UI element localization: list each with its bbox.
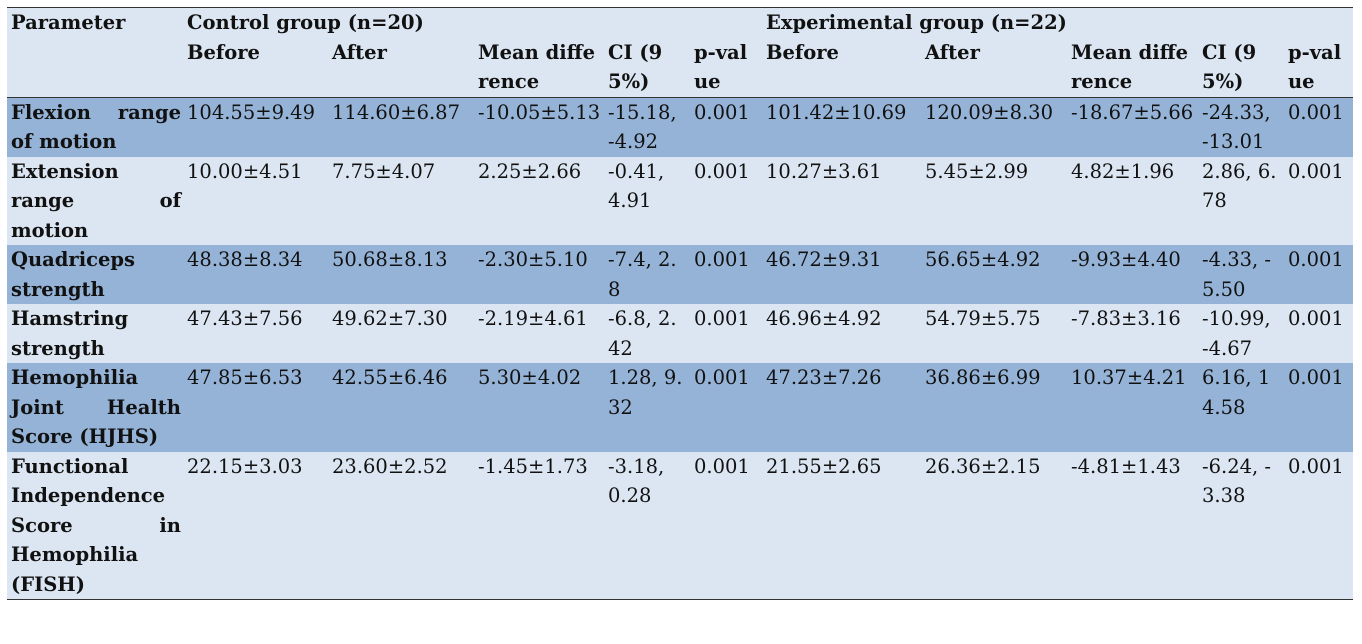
value-cell: 101.42±10.69 <box>762 96 921 157</box>
value-cell: -9.93±4.40 <box>1067 245 1198 304</box>
value-cell: 23.60±2.52 <box>328 451 474 600</box>
value-cell: 0.001 <box>690 451 762 600</box>
column-header: Mean difference <box>474 37 604 97</box>
value-cell: 7.75±4.07 <box>328 156 474 245</box>
value-cell: -6.8, 2.42 <box>604 304 690 363</box>
value-cell: 21.55±2.65 <box>762 451 921 600</box>
value-cell: 0.001 <box>1284 245 1354 304</box>
results-table: Parameter Control group (n=20) Experimen… <box>7 7 1354 600</box>
table-row: Extension range of motion 10.00±4.51 7.75±… <box>7 156 1354 245</box>
value-cell: -1.45±1.73 <box>474 451 604 600</box>
column-header: p-value <box>1284 37 1354 97</box>
table-row: Quadriceps strength 48.38±8.34 50.68±8.13-… <box>7 245 1354 304</box>
value-cell: 4.82±1.96 <box>1067 156 1198 245</box>
value-cell: 5.30±4.02 <box>474 363 604 452</box>
value-cell: 0.001 <box>690 304 762 363</box>
value-cell: -4.33, -5.50 <box>1198 245 1284 304</box>
parameter-header: Parameter <box>7 7 183 38</box>
experimental-group-header: Experimental group (n=22) <box>762 7 1354 38</box>
value-cell: 114.60±6.87 <box>328 96 474 157</box>
value-cell: -10.99, -4.67 <box>1198 304 1284 363</box>
value-cell: -3.18, 0.28 <box>604 451 690 600</box>
value-cell: -2.19±4.61 <box>474 304 604 363</box>
value-cell: 0.001 <box>1284 363 1354 452</box>
table-row: Functional Independence Score in Hemophi… <box>7 451 1354 600</box>
value-cell: 120.09±8.30 <box>921 96 1067 157</box>
value-cell: 5.45±2.99 <box>921 156 1067 245</box>
column-header: After <box>328 37 474 97</box>
value-cell: 0.001 <box>1284 304 1354 363</box>
value-cell: 47.85±6.53 <box>183 363 328 452</box>
group-header-row: Parameter Control group (n=20) Experimen… <box>7 7 1354 38</box>
value-cell: 10.27±3.61 <box>762 156 921 245</box>
parameter-cell: Hamstring strength <box>7 304 183 363</box>
value-cell: 0.001 <box>690 245 762 304</box>
table-row: Hamstring strength 47.43±7.56 49.62±7.30 -2… <box>7 304 1354 363</box>
value-cell: 1.28, 9.32 <box>604 363 690 452</box>
value-cell: 48.38±8.34 <box>183 245 328 304</box>
value-cell: 50.68±8.13 <box>328 245 474 304</box>
column-header: After <box>921 37 1067 97</box>
value-cell: 54.79±5.75 <box>921 304 1067 363</box>
parameter-cell: Hemophilia Joint Health Score (HJHS) <box>7 363 183 452</box>
value-cell: 0.001 <box>690 156 762 245</box>
value-cell: 46.96±4.92 <box>762 304 921 363</box>
value-cell: 2.25±2.66 <box>474 156 604 245</box>
value-cell: 0.001 <box>690 96 762 157</box>
value-cell: 42.55±6.46 <box>328 363 474 452</box>
value-cell: 104.55±9.49 <box>183 96 328 157</box>
value-cell: 49.62±7.30 <box>328 304 474 363</box>
column-header: p-value <box>690 37 762 97</box>
column-header: Mean difference <box>1067 37 1198 97</box>
value-cell: -24.33, -13.01 <box>1198 96 1284 157</box>
value-cell: 0.001 <box>690 363 762 452</box>
value-cell: -2.30±5.10 <box>474 245 604 304</box>
value-cell: 47.23±7.26 <box>762 363 921 452</box>
value-cell: 56.65±4.92 <box>921 245 1067 304</box>
value-cell: -15.18, -4.92 <box>604 96 690 157</box>
control-group-header: Control group (n=20) <box>183 7 762 38</box>
value-cell: -10.05±5.13 <box>474 96 604 157</box>
column-header: Before <box>183 37 328 97</box>
value-cell: -4.81±1.43 <box>1067 451 1198 600</box>
parameter-cell: Functional Independence Score in Hemophi… <box>7 451 183 600</box>
column-header: CI (95%) <box>604 37 690 97</box>
parameter-cell: Quadriceps strength <box>7 245 183 304</box>
table-row: Flexion range of motion 104.55±9.49 114.60… <box>7 96 1354 157</box>
value-cell: 2.86, 6.78 <box>1198 156 1284 245</box>
value-cell: -0.41, 4.91 <box>604 156 690 245</box>
value-cell: -18.67±5.66 <box>1067 96 1198 157</box>
value-cell: 22.15±3.03 <box>183 451 328 600</box>
column-header-row: Before After Mean difference CI (95%) p-… <box>7 37 1354 97</box>
value-cell: 0.001 <box>1284 96 1354 157</box>
value-cell: 0.001 <box>1284 156 1354 245</box>
value-cell: 10.37±4.21 <box>1067 363 1198 452</box>
value-cell: 46.72±9.31 <box>762 245 921 304</box>
value-cell: -7.4, 2.8 <box>604 245 690 304</box>
table-row: Hemophilia Joint Health Score (HJHS) 47.8… <box>7 363 1354 452</box>
parameter-header-spacer <box>7 37 183 97</box>
value-cell: 0.001 <box>1284 451 1354 600</box>
value-cell: -7.83±3.16 <box>1067 304 1198 363</box>
value-cell: 26.36±2.15 <box>921 451 1067 600</box>
value-cell: 10.00±4.51 <box>183 156 328 245</box>
results-table-container: Parameter Control group (n=20) Experimen… <box>7 7 1354 600</box>
value-cell: -6.24, -3.38 <box>1198 451 1284 600</box>
column-header: Before <box>762 37 921 97</box>
parameter-cell: Flexion range of motion <box>7 96 183 157</box>
parameter-cell: Extension range of motion <box>7 156 183 245</box>
value-cell: 6.16, 14.58 <box>1198 363 1284 452</box>
column-header: CI (95%) <box>1198 37 1284 97</box>
value-cell: 36.86±6.99 <box>921 363 1067 452</box>
value-cell: 47.43±7.56 <box>183 304 328 363</box>
